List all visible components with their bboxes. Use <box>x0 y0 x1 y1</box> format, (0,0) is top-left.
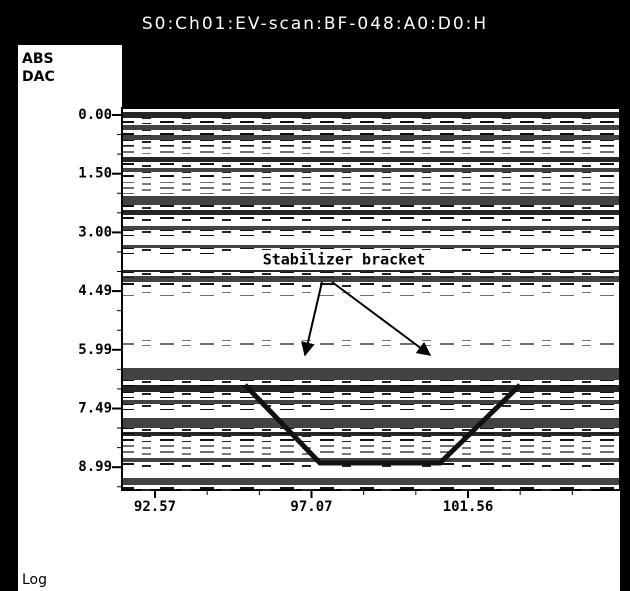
x-label: 101.56 <box>443 499 494 515</box>
stripe <box>123 400 619 404</box>
stripe <box>123 432 619 436</box>
stripe-noise <box>123 162 619 168</box>
stripe <box>123 270 619 272</box>
stripe <box>123 168 619 172</box>
annotation: Stabilizer bracket <box>263 251 426 269</box>
title-bar <box>0 0 630 45</box>
stripe-noise <box>123 445 619 455</box>
arrow <box>301 281 323 357</box>
stripe <box>123 157 619 162</box>
stripe-noise <box>123 292 619 296</box>
stripe <box>123 385 619 392</box>
y-label: 7.49 <box>78 401 112 417</box>
stripe <box>123 368 619 380</box>
bracket-signal <box>243 383 522 466</box>
stripe-noise <box>123 118 619 124</box>
mode-label: ABS <box>22 51 54 67</box>
y-label: 8.99 <box>78 459 112 475</box>
x-label: 92.57 <box>134 499 176 515</box>
scan-top-band <box>122 45 620 108</box>
stripe-noise <box>123 172 619 178</box>
axes: 0.00 1.50 3.00 4.49 5.99 7.49 8.99 92.57 97.07 10… <box>78 107 573 515</box>
title: S0:Ch01:EV-scan:BF-048:A0:D0:H <box>142 14 488 34</box>
stripe-noise <box>123 230 619 236</box>
stripe-noise <box>123 340 619 346</box>
stripe <box>123 210 619 215</box>
y-label: 1.50 <box>78 166 112 182</box>
y-label: 4.49 <box>78 283 112 299</box>
stripe <box>123 276 619 282</box>
stripe-noise <box>123 436 619 442</box>
left-border <box>0 0 18 591</box>
stripe <box>123 112 619 118</box>
stripe <box>123 458 619 462</box>
stripe-noise <box>123 205 619 211</box>
stripe <box>123 478 619 485</box>
stripe <box>123 135 619 140</box>
x-label: 97.07 <box>290 499 332 515</box>
stripe-noise <box>123 282 619 288</box>
stripe <box>123 196 619 205</box>
stripe-noise <box>123 130 619 136</box>
right-border <box>620 0 630 591</box>
stripe-noise <box>123 182 619 194</box>
stripe-noise <box>123 485 619 491</box>
stripe <box>123 418 619 428</box>
arrow <box>331 281 432 356</box>
stripe <box>123 245 619 248</box>
stripe-noise <box>123 380 619 386</box>
stripe-noise <box>123 140 619 154</box>
y-label: 3.00 <box>78 224 112 240</box>
y-label: 0.00 <box>78 107 112 123</box>
y-label: 5.99 <box>78 342 112 358</box>
stripe-noise <box>123 272 619 278</box>
stripe <box>123 226 619 230</box>
stripe-noise <box>123 215 619 221</box>
stripe <box>123 125 619 130</box>
footer-label: Log <box>22 572 47 588</box>
annotation-bg <box>232 250 456 270</box>
stripe-noise <box>123 392 619 398</box>
stripe-noise <box>123 404 619 410</box>
stripe-noise <box>123 428 619 434</box>
mode-label: DAC <box>22 69 55 85</box>
